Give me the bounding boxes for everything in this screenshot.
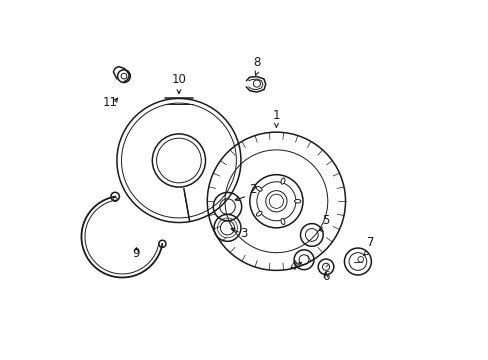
Text: 9: 9	[132, 247, 140, 260]
Text: 3: 3	[240, 227, 247, 240]
Text: 4: 4	[289, 260, 296, 273]
Ellipse shape	[281, 178, 285, 184]
Text: 11: 11	[103, 96, 118, 109]
Text: 8: 8	[253, 56, 260, 69]
Text: 6: 6	[322, 270, 329, 283]
Ellipse shape	[256, 186, 262, 191]
Text: 7: 7	[366, 236, 373, 249]
Text: 5: 5	[322, 214, 329, 227]
Text: 10: 10	[171, 73, 186, 86]
Ellipse shape	[281, 219, 285, 225]
Text: 2: 2	[248, 183, 256, 196]
Ellipse shape	[256, 211, 262, 216]
Ellipse shape	[294, 199, 300, 203]
Text: 1: 1	[272, 109, 280, 122]
